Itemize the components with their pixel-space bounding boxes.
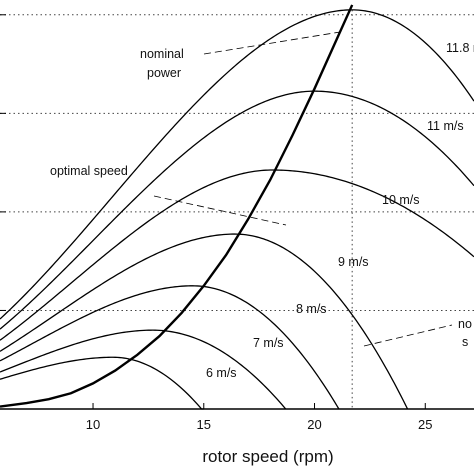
x-tick-labels: 10 15 20 25 bbox=[86, 417, 433, 432]
series-label-2: 8 m/s bbox=[296, 302, 327, 316]
optimal-speed-curve bbox=[0, 4, 354, 408]
axes bbox=[0, 14, 474, 410]
annotation-0: nominal bbox=[140, 47, 184, 61]
annotation-leader-2 bbox=[363, 324, 453, 347]
wind-speed-curves bbox=[0, 9, 474, 410]
grid-lines bbox=[0, 9, 474, 409]
series-label-6: 11.8 m/s bbox=[446, 41, 474, 55]
annotation-4: s bbox=[462, 335, 468, 349]
series-label-3: 9 m/s bbox=[338, 255, 369, 269]
curve-6 bbox=[0, 9, 474, 320]
curve-0 bbox=[0, 356, 204, 410]
annotation-leader-0 bbox=[203, 31, 341, 55]
series-label-4: 10 m/s bbox=[382, 193, 420, 207]
series-labels: 6 m/s 7 m/s 8 m/s 9 m/s 10 m/s 11 m/s 11.8 m/s bbox=[206, 41, 474, 380]
annotation-leader-1 bbox=[153, 195, 287, 226]
curve-5 bbox=[0, 90, 474, 330]
annotation-3: no bbox=[458, 317, 472, 331]
curve-2 bbox=[0, 285, 340, 410]
curve-1 bbox=[0, 329, 287, 410]
x-tick-label-0: 10 bbox=[86, 417, 100, 432]
annotations: nominal power optimal speed no s bbox=[50, 31, 472, 349]
series-label-1: 7 m/s bbox=[253, 336, 284, 350]
x-tick-label-3: 25 bbox=[418, 417, 432, 432]
x-tick-label-1: 15 bbox=[197, 417, 211, 432]
annotation-2: optimal speed bbox=[50, 164, 128, 178]
curve-3 bbox=[0, 233, 409, 410]
x-tick-label-2: 20 bbox=[307, 417, 321, 432]
curve-4 bbox=[0, 169, 474, 341]
series-label-0: 6 m/s bbox=[206, 366, 237, 380]
series-label-5: 11 m/s bbox=[427, 119, 464, 133]
x-axis-title: rotor speed (rpm) bbox=[202, 447, 333, 466]
annotation-1: power bbox=[147, 66, 181, 80]
